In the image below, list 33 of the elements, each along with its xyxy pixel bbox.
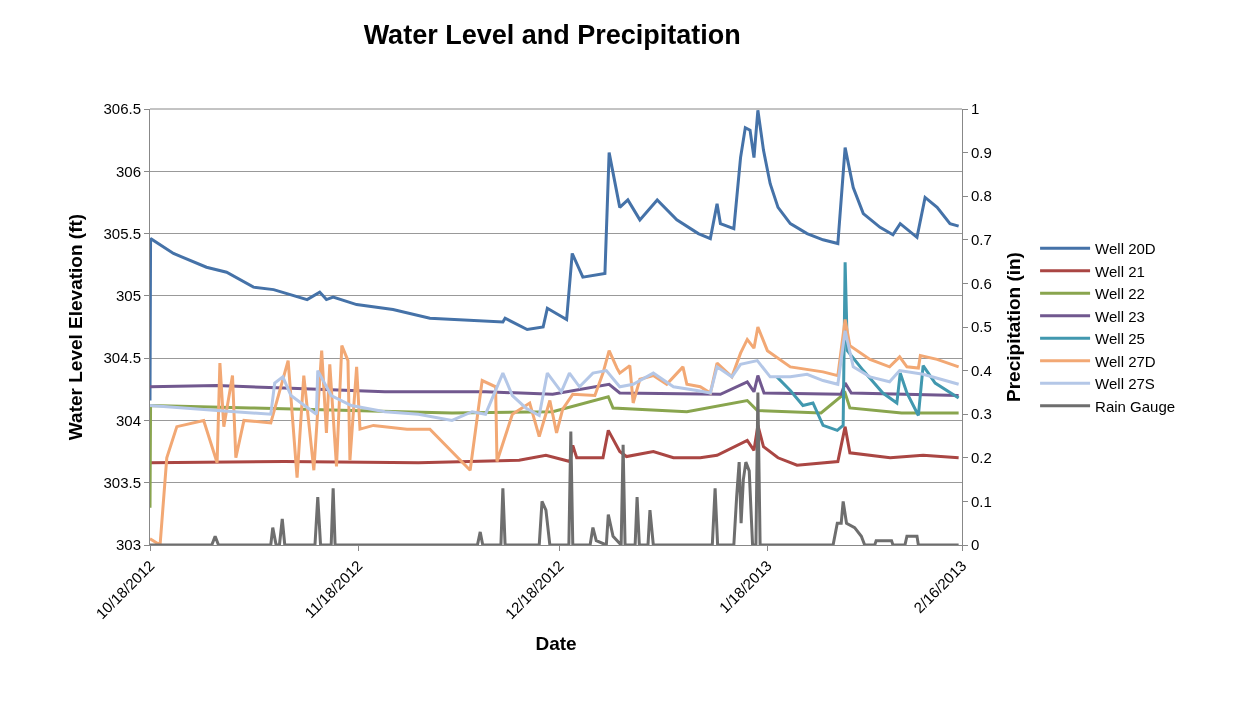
y-tick-label: 303 — [115, 536, 141, 554]
y2-tick-label: 0.5 — [971, 318, 992, 336]
y2-axis-title: Precipitation (in) — [1002, 252, 1024, 402]
legend-label: Well 23 — [1095, 307, 1145, 325]
line-series — [150, 423, 961, 467]
y2-tick-label: 1 — [971, 100, 980, 118]
y-tick-label: 305.5 — [103, 224, 141, 242]
y2-tick-label: 0.6 — [971, 274, 992, 292]
chart-title: Water Level and Precipitation — [363, 19, 741, 50]
legend-label: Well 21 — [1095, 262, 1145, 280]
legend-label: Well 22 — [1095, 285, 1145, 303]
y2-tick-label: 0.4 — [971, 361, 992, 379]
y-tick-label: 305 — [115, 287, 141, 305]
y-tick-label: 303.5 — [103, 473, 141, 491]
y-tick-label: 306 — [115, 162, 141, 180]
y2-tick-label: 0.3 — [971, 405, 992, 423]
y2-tick-label: 0.8 — [971, 187, 992, 205]
y-tick-label: 304 — [115, 411, 141, 429]
y-axis-title: Water Level Elevation (ft) — [65, 213, 87, 441]
y2-tick-label: 0.1 — [971, 492, 992, 510]
legend-label: Well 25 — [1095, 330, 1145, 348]
y-tick-label: 306.5 — [103, 100, 141, 118]
line-series — [150, 329, 961, 422]
legend-label: Well 27D — [1095, 352, 1156, 370]
y2-tick-label: 0.9 — [971, 143, 992, 161]
y-tick-label: 304.5 — [103, 349, 141, 367]
legend-label: Well 27S — [1095, 375, 1155, 393]
y2-tick-label: 0.2 — [971, 449, 992, 467]
legend-label: Well 20D — [1095, 240, 1156, 258]
y2-tick-label: 0.7 — [971, 231, 992, 249]
x-axis-title: Date — [535, 632, 577, 654]
legend-label: Rain Gauge — [1095, 397, 1176, 415]
y2-tick-label: 0 — [971, 536, 980, 554]
